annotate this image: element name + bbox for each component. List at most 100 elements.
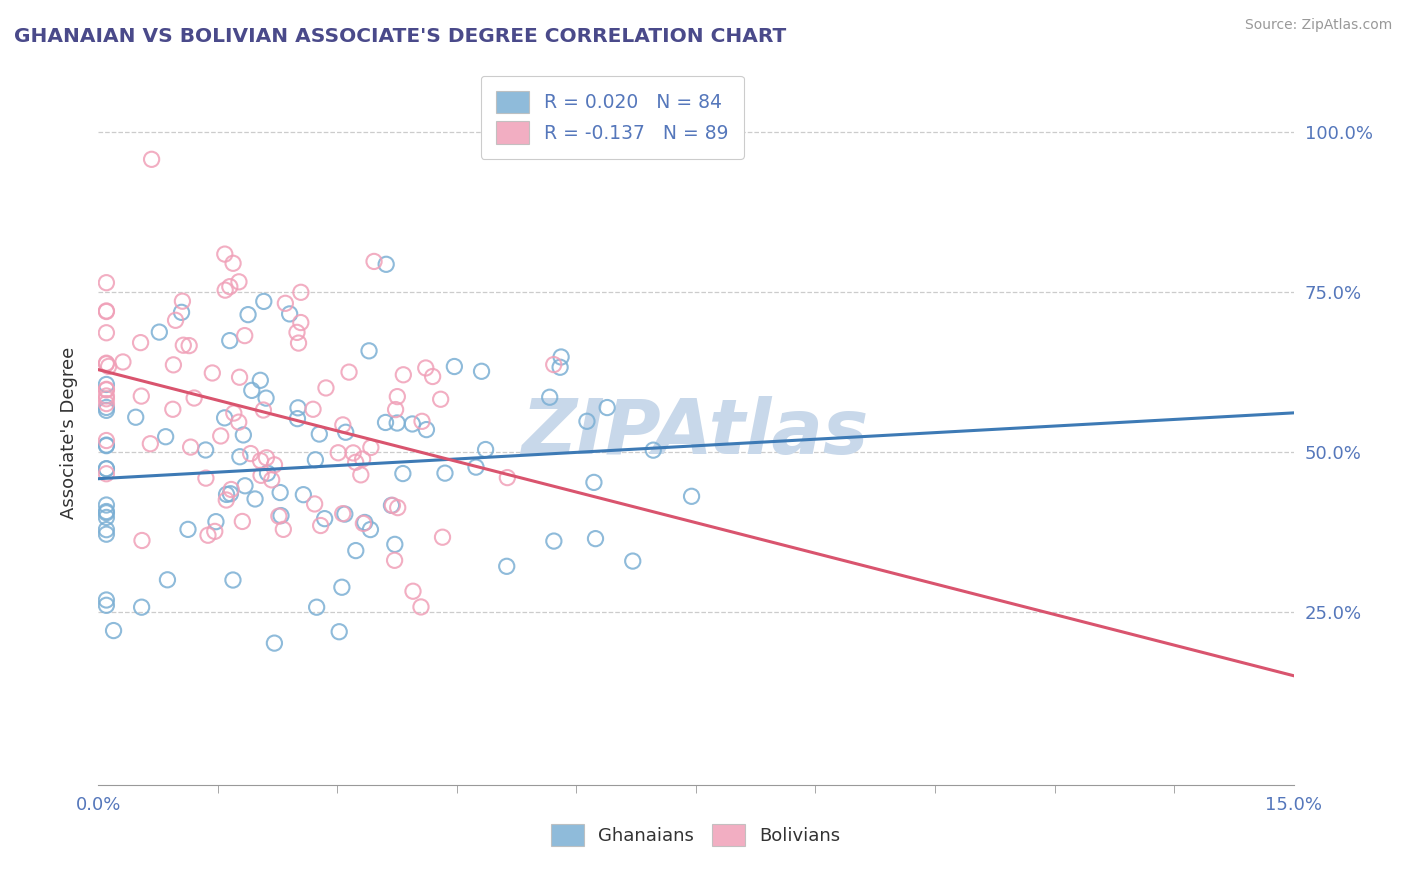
Point [96, 434, 118, 448]
Point [155, 430, 177, 444]
Point [681, 489, 703, 503]
Point [177, 522, 200, 536]
Point [287, 336, 309, 351]
Point [103, 624, 125, 638]
Point [359, 523, 381, 537]
Point [256, 466, 278, 480]
Point [415, 423, 437, 437]
Point [96, 593, 118, 607]
Point [380, 499, 402, 513]
Point [415, 361, 437, 376]
Point [302, 402, 325, 417]
Point [194, 442, 217, 457]
Point [96, 377, 118, 392]
Point [252, 403, 274, 417]
Point [96, 439, 118, 453]
Point [253, 294, 276, 309]
Point [315, 381, 337, 395]
Point [582, 475, 605, 490]
Point [548, 360, 571, 375]
Point [240, 384, 263, 398]
Point [111, 355, 134, 369]
Point [229, 450, 252, 464]
Point [96, 462, 118, 476]
Point [344, 543, 367, 558]
Point [205, 515, 228, 529]
Point [273, 522, 295, 536]
Point [162, 402, 184, 417]
Point [543, 358, 565, 372]
Point [96, 326, 118, 340]
Point [305, 600, 328, 615]
Point [411, 414, 433, 428]
Point [148, 325, 170, 339]
Point [231, 515, 253, 529]
Point [308, 427, 330, 442]
Point [470, 364, 492, 378]
Point [96, 356, 118, 370]
Point [156, 573, 179, 587]
Point [172, 294, 194, 309]
Point [328, 624, 350, 639]
Point [96, 392, 118, 406]
Point [575, 414, 598, 428]
Point [357, 343, 380, 358]
Point [129, 335, 152, 350]
Point [233, 328, 256, 343]
Point [304, 497, 326, 511]
Text: ZIPAtlas: ZIPAtlas [522, 396, 870, 469]
Point [387, 390, 409, 404]
Point [96, 599, 118, 613]
Point [643, 443, 665, 458]
Point [139, 436, 162, 450]
Point [352, 516, 374, 531]
Point [96, 467, 118, 481]
Point [254, 450, 277, 465]
Point [385, 416, 408, 430]
Point [422, 369, 444, 384]
Point [496, 470, 519, 484]
Point [249, 373, 271, 387]
Point [201, 366, 224, 380]
Point [96, 498, 118, 512]
Point [179, 338, 201, 352]
Point [96, 401, 118, 415]
Point [170, 305, 193, 319]
Point [209, 429, 232, 443]
Point [443, 359, 465, 374]
Point [96, 504, 118, 518]
Point [309, 518, 332, 533]
Point [290, 285, 312, 300]
Point [402, 584, 425, 599]
Point [236, 308, 259, 322]
Point [429, 392, 451, 407]
Point [97, 359, 120, 374]
Point [96, 506, 118, 520]
Point [194, 471, 217, 485]
Point [375, 257, 398, 271]
Point [96, 383, 118, 397]
Point [219, 487, 242, 501]
Point [96, 389, 118, 403]
Point [342, 446, 364, 460]
Point [96, 438, 118, 452]
Point [384, 537, 406, 551]
Point [96, 527, 118, 541]
Point [538, 390, 561, 404]
Point [332, 417, 354, 432]
Point [228, 415, 250, 429]
Point [131, 600, 153, 615]
Point [165, 313, 187, 327]
Point [96, 461, 118, 475]
Point [360, 441, 382, 455]
Point [96, 382, 118, 396]
Point [215, 487, 238, 501]
Point [432, 530, 454, 544]
Point [129, 389, 152, 403]
Point [218, 279, 240, 293]
Point [218, 334, 240, 348]
Point [233, 479, 256, 493]
Point [465, 460, 488, 475]
Point [352, 452, 374, 467]
Point [96, 523, 118, 537]
